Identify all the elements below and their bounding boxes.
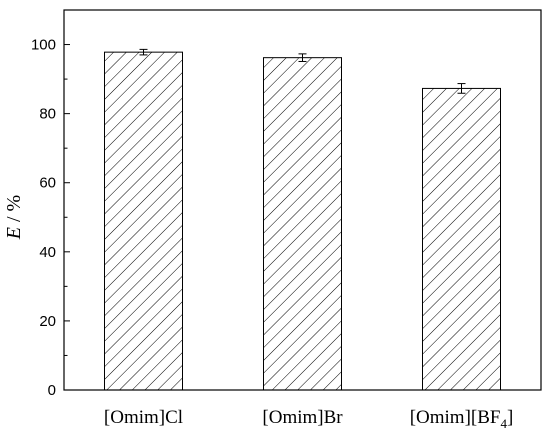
y-tick-label: 40 [39, 244, 56, 261]
y-axis-ticks: 0 20 40 60 80 100 [31, 9, 70, 399]
y-tick-label: 20 [39, 313, 56, 330]
bar-1 [104, 51, 183, 391]
y-tick-label: 100 [31, 37, 56, 54]
y-tick-label: 80 [39, 106, 56, 123]
y-tick-label: 60 [39, 175, 56, 192]
y-axis-title-symbol: E [3, 227, 25, 240]
x-category-label: [Omim]Br [262, 407, 343, 428]
x-category-label: [Omim]Cl [104, 407, 183, 428]
bars [104, 48, 501, 391]
bar-3 [422, 87, 501, 391]
y-axis-title-unit: / % [3, 195, 25, 227]
y-axis-title: E / % [3, 195, 25, 240]
x-axis-labels: [Omim]Cl [Omim]Br [Omim][BF4] [104, 407, 513, 431]
y-tick-label: 0 [48, 382, 56, 399]
x-category-label: [Omim][BF4] [410, 407, 514, 431]
bar-2 [263, 57, 342, 391]
